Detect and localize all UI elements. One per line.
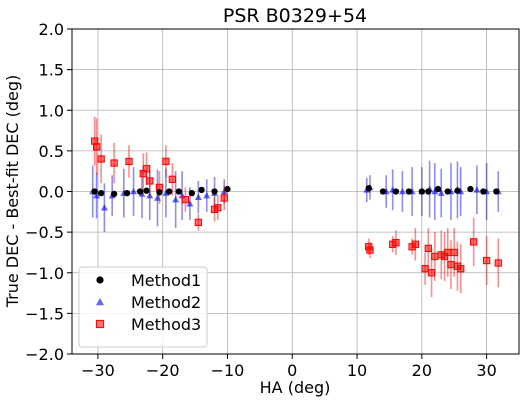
data-point xyxy=(434,185,442,193)
data-point xyxy=(467,185,474,193)
data-point xyxy=(123,189,131,197)
data-point xyxy=(110,190,118,198)
data-point xyxy=(100,204,108,211)
data-point xyxy=(421,265,429,273)
x-tick-label: −30 xyxy=(81,361,115,380)
data-point xyxy=(457,265,465,273)
data-point xyxy=(172,196,180,203)
x-tick-label: 0 xyxy=(287,361,297,380)
y-tick-label: 1.5 xyxy=(39,61,64,80)
x-tick-label: 20 xyxy=(412,361,432,380)
plot-area xyxy=(89,116,502,298)
data-point xyxy=(480,188,487,195)
y-tick-label: 0.5 xyxy=(39,142,64,161)
y-tick-label: 1.0 xyxy=(39,101,64,120)
chart-title: PSR B0329+54 xyxy=(223,5,367,27)
data-point xyxy=(125,157,133,166)
data-point xyxy=(365,185,372,192)
y-tick-label: −1.5 xyxy=(25,304,64,323)
data-point xyxy=(473,186,481,193)
legend-marker-method2 xyxy=(96,298,104,306)
series-method3 xyxy=(91,116,502,298)
legend-box xyxy=(78,266,208,348)
data-point xyxy=(366,246,374,254)
data-point xyxy=(97,155,105,163)
data-point xyxy=(91,188,98,195)
y-axis-label: True DEC - Best-fit DEC (deg) xyxy=(3,75,22,309)
axis-ticks: −30 −20 −10 0 10 20 30 −2.0 −1.5 −1.0 −0.5 0.0 0.5 1.… xyxy=(25,20,497,380)
legend: Method1 Method2 Method3 xyxy=(78,266,208,348)
data-point xyxy=(444,248,452,257)
data-point xyxy=(162,189,170,196)
data-point xyxy=(379,188,387,195)
data-point xyxy=(93,192,101,199)
data-point xyxy=(130,188,138,195)
x-tick-label: 30 xyxy=(476,361,496,380)
data-point xyxy=(98,189,105,197)
data-point xyxy=(92,143,101,151)
data-point xyxy=(224,185,231,193)
x-tick-label: −20 xyxy=(146,361,180,380)
y-tick-label: −0.5 xyxy=(25,223,64,242)
data-point xyxy=(411,240,419,248)
legend-marker-method3 xyxy=(95,319,105,329)
data-point xyxy=(162,157,170,166)
data-point xyxy=(398,188,406,195)
data-point xyxy=(211,188,218,195)
y-tick-label: −1.0 xyxy=(25,264,64,283)
legend-marker-method1 xyxy=(96,276,104,284)
legend-label-method1: Method1 xyxy=(131,271,201,290)
data-point xyxy=(194,218,202,227)
data-point xyxy=(425,188,432,195)
data-point xyxy=(146,177,154,185)
x-axis-label: HA (deg) xyxy=(260,378,331,397)
data-point xyxy=(168,175,177,183)
data-point xyxy=(220,194,228,202)
data-point xyxy=(482,256,491,265)
data-point xyxy=(136,188,144,195)
data-point xyxy=(194,193,202,200)
data-point xyxy=(418,188,425,195)
data-point xyxy=(424,244,432,253)
data-point xyxy=(444,188,451,195)
data-point xyxy=(142,165,151,173)
data-point xyxy=(146,192,154,199)
data-point xyxy=(154,194,162,201)
data-point xyxy=(437,189,445,196)
data-point xyxy=(392,239,400,247)
data-point xyxy=(470,238,478,246)
data-point xyxy=(143,187,150,194)
data-point xyxy=(175,188,183,195)
series-method1 xyxy=(91,185,500,198)
data-point xyxy=(156,189,163,196)
data-point xyxy=(493,188,500,195)
data-point xyxy=(186,200,194,207)
data-point xyxy=(427,269,436,277)
data-point xyxy=(214,204,222,212)
x-tick-label: 10 xyxy=(347,361,367,380)
y-tick-label: −2.0 xyxy=(25,345,64,364)
data-point xyxy=(110,159,118,167)
data-point xyxy=(198,186,205,194)
data-point xyxy=(405,188,413,195)
data-point xyxy=(181,195,190,204)
data-point xyxy=(188,189,195,197)
data-point xyxy=(447,260,455,269)
data-point xyxy=(166,188,173,195)
data-point xyxy=(431,188,439,195)
legend-label-method2: Method2 xyxy=(131,293,201,312)
data-point xyxy=(494,259,502,267)
y-tick-label: 2.0 xyxy=(39,20,64,39)
data-point xyxy=(220,188,228,195)
data-point xyxy=(431,252,439,261)
data-point xyxy=(450,248,458,257)
data-point xyxy=(454,187,461,194)
data-point xyxy=(392,188,400,195)
y-tick-label: 0.0 xyxy=(39,183,64,202)
data-point xyxy=(203,192,211,199)
x-tick-label: −10 xyxy=(211,361,245,380)
legend-label-method3: Method3 xyxy=(131,315,201,334)
